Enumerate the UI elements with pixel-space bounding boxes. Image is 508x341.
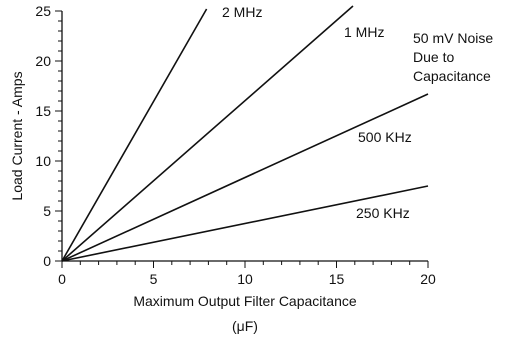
series-label: 500 KHz [358, 129, 412, 145]
x-tick-label: 10 [237, 271, 253, 287]
y-tick-label: 15 [35, 103, 51, 119]
x-axis-label: Maximum Output Filter Capacitance [133, 293, 357, 309]
x-tick-label: 0 [58, 271, 66, 287]
y-tick-label: 25 [35, 3, 51, 19]
series-line [61, 5, 354, 262]
noise-annotation-line-3: Capacitance [413, 68, 491, 84]
series-line [61, 8, 208, 262]
x-tick-label: 15 [329, 271, 345, 287]
y-tick-label: 20 [35, 53, 51, 69]
series-line [61, 185, 429, 262]
noise-annotation: 50 mV Noise Due to Capacitance [413, 30, 497, 84]
x-tick-label: 5 [150, 271, 158, 287]
noise-annotation-line-1: 50 mV Noise [413, 30, 493, 46]
x-tick-label: 20 [420, 271, 436, 287]
series-label: 2 MHz [222, 4, 262, 20]
series-line [61, 93, 429, 262]
y-tick-label: 10 [35, 153, 51, 169]
chart-axes: 0 5 10 15 20 0 5 10 15 20 25 [35, 3, 436, 287]
series-label: 250 KHz [356, 205, 410, 221]
chart-series-lines [61, 5, 429, 262]
chart-series-labels: 2 MHz 1 MHz 500 KHz 250 KHz [222, 4, 412, 221]
series-label: 1 MHz [344, 24, 384, 40]
y-axis-label: Load Current - Amps [9, 71, 25, 200]
noise-annotation-line-2: Due to [413, 49, 454, 65]
y-tick-label: 5 [43, 203, 51, 219]
x-axis-unit-label: (μF) [232, 318, 258, 334]
y-tick-label: 0 [43, 253, 51, 269]
